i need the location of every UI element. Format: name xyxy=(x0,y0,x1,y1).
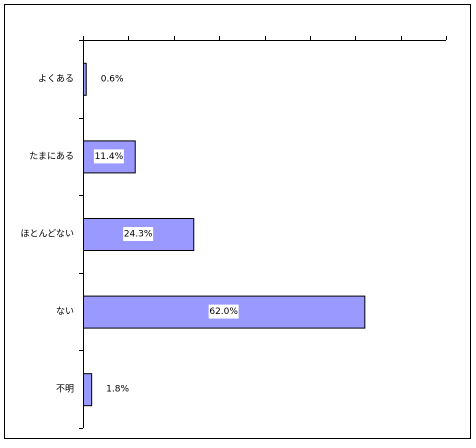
value-label-bg xyxy=(93,149,124,164)
value-label: 0.6% xyxy=(101,74,124,84)
value-label: 62.0% xyxy=(209,307,238,317)
bar xyxy=(83,62,87,96)
value-label: 1.8% xyxy=(106,385,129,395)
value-label-bg xyxy=(123,227,154,241)
chart-border xyxy=(4,4,471,439)
y-tick-label: ほとんどない xyxy=(20,229,74,240)
bar xyxy=(83,373,93,407)
value-label-bg xyxy=(208,304,239,319)
y-tick-label: ない xyxy=(56,306,74,317)
y-tick-label: 不明 xyxy=(56,384,74,395)
value-label: 24.3% xyxy=(124,230,153,240)
y-tick-label: よくある xyxy=(38,73,74,84)
y-tick-label: たまにある xyxy=(29,151,74,162)
value-label: 11.4% xyxy=(95,152,124,162)
